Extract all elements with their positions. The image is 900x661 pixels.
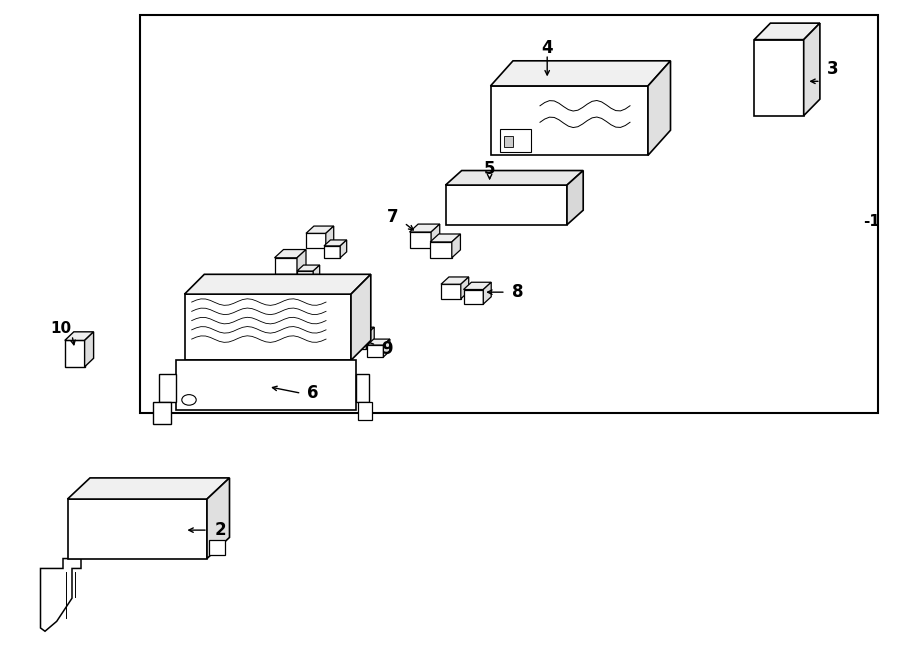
Polygon shape (68, 499, 207, 559)
Polygon shape (324, 246, 340, 258)
Polygon shape (293, 292, 299, 307)
Polygon shape (209, 540, 225, 555)
Polygon shape (68, 478, 230, 499)
Polygon shape (446, 185, 567, 225)
Polygon shape (274, 258, 297, 274)
Polygon shape (313, 265, 320, 283)
Polygon shape (461, 277, 469, 299)
Polygon shape (500, 129, 531, 152)
Polygon shape (410, 224, 440, 232)
Polygon shape (383, 339, 390, 357)
Polygon shape (324, 240, 346, 246)
Polygon shape (431, 224, 440, 248)
Polygon shape (279, 292, 299, 297)
Polygon shape (446, 171, 583, 185)
Polygon shape (430, 234, 461, 242)
Text: 8: 8 (512, 283, 523, 301)
Polygon shape (85, 332, 94, 367)
Polygon shape (441, 277, 469, 284)
Polygon shape (279, 297, 293, 307)
Polygon shape (306, 233, 326, 248)
Polygon shape (184, 294, 351, 360)
Polygon shape (356, 374, 369, 403)
Polygon shape (256, 279, 282, 286)
Text: 2: 2 (215, 521, 226, 539)
Polygon shape (297, 250, 306, 274)
Polygon shape (291, 314, 297, 332)
Polygon shape (367, 345, 383, 357)
Bar (140, 15, 878, 413)
Text: 7: 7 (387, 208, 398, 226)
Polygon shape (483, 282, 491, 304)
Polygon shape (340, 240, 346, 258)
Polygon shape (326, 226, 334, 248)
Polygon shape (252, 302, 280, 309)
Text: 6: 6 (308, 384, 319, 403)
Polygon shape (754, 23, 820, 40)
Text: -1: -1 (863, 214, 879, 229)
Polygon shape (256, 286, 274, 299)
Polygon shape (464, 290, 483, 304)
Polygon shape (441, 284, 461, 299)
Polygon shape (504, 136, 513, 147)
Text: 9: 9 (382, 340, 392, 358)
Text: 3: 3 (827, 60, 838, 79)
Polygon shape (176, 360, 356, 410)
Text: 10: 10 (50, 321, 72, 336)
Polygon shape (184, 274, 371, 294)
Polygon shape (65, 340, 85, 367)
Polygon shape (207, 478, 230, 559)
Text: 5: 5 (484, 159, 495, 178)
Polygon shape (491, 86, 648, 155)
Polygon shape (274, 279, 282, 299)
Polygon shape (40, 559, 81, 631)
Polygon shape (754, 40, 804, 116)
Polygon shape (346, 327, 374, 334)
Polygon shape (648, 61, 670, 155)
Polygon shape (491, 61, 670, 86)
Polygon shape (306, 226, 334, 233)
Polygon shape (464, 282, 491, 290)
Polygon shape (367, 339, 390, 345)
Text: 4: 4 (542, 39, 553, 58)
Polygon shape (297, 271, 313, 283)
Polygon shape (274, 320, 291, 332)
Polygon shape (274, 250, 306, 258)
Polygon shape (804, 23, 820, 116)
Polygon shape (252, 309, 272, 324)
Polygon shape (274, 314, 297, 320)
Polygon shape (159, 374, 176, 403)
Polygon shape (366, 327, 374, 349)
Polygon shape (358, 403, 372, 420)
Polygon shape (567, 171, 583, 225)
Polygon shape (346, 334, 366, 349)
Polygon shape (65, 332, 94, 340)
Polygon shape (430, 242, 452, 258)
Polygon shape (272, 302, 280, 324)
Polygon shape (452, 234, 461, 258)
Polygon shape (351, 274, 371, 360)
Polygon shape (410, 232, 431, 248)
Polygon shape (297, 265, 320, 271)
Circle shape (182, 395, 196, 405)
Polygon shape (153, 403, 171, 424)
